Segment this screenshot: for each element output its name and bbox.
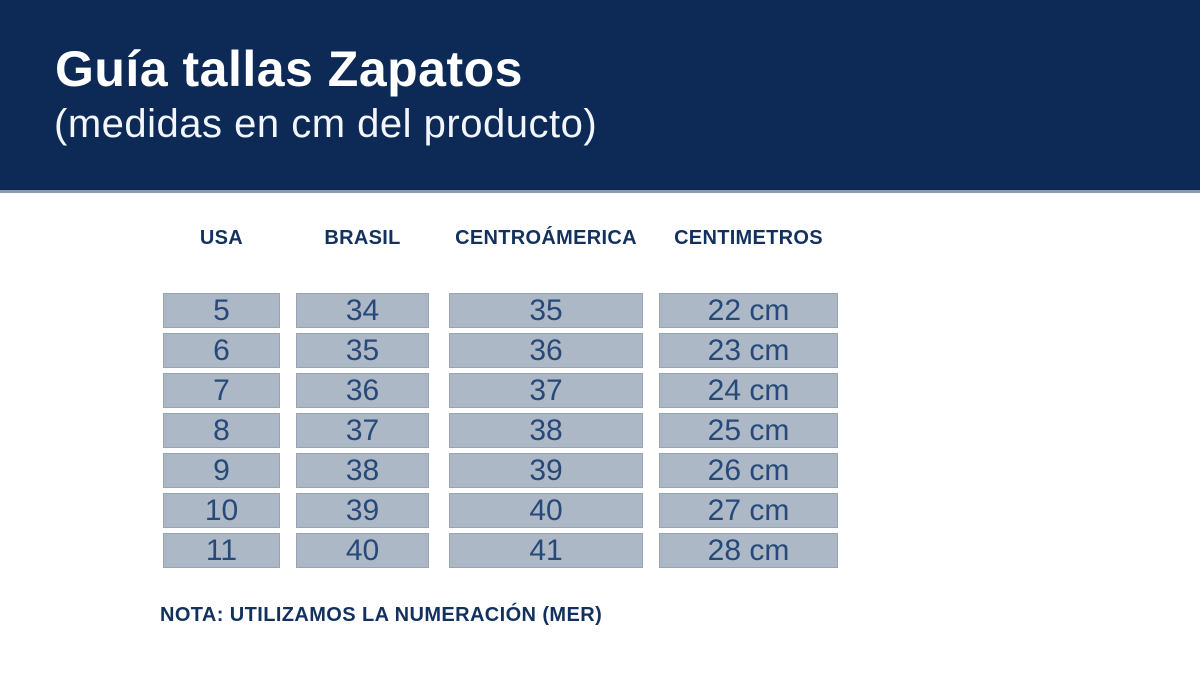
- cell-centroamerica: 40: [449, 493, 643, 528]
- header-divider: [0, 190, 1200, 193]
- column-header-centroamerica: CENTROÁMERICA: [455, 227, 637, 249]
- cell-centroamerica: 37: [449, 373, 643, 408]
- cell-centroamerica: 36: [449, 333, 643, 368]
- cell-centimetros: 28 cm: [659, 533, 838, 568]
- column-header-centimetros: CENTIMETROS: [674, 227, 823, 249]
- cell-usa: 5: [163, 293, 280, 328]
- cell-centimetros: 22 cm: [659, 293, 838, 328]
- table-row: 7 36 37 24 cm: [163, 373, 838, 408]
- cell-brasil: 38: [296, 453, 429, 488]
- cell-brasil: 35: [296, 333, 429, 368]
- cell-usa: 9: [163, 453, 280, 488]
- cell-brasil: 34: [296, 293, 429, 328]
- table-row: 8 37 38 25 cm: [163, 413, 838, 448]
- page-title: Guía tallas Zapatos: [55, 41, 523, 97]
- cell-usa: 6: [163, 333, 280, 368]
- cell-brasil: 37: [296, 413, 429, 448]
- cell-usa: 7: [163, 373, 280, 408]
- cell-centimetros: 27 cm: [659, 493, 838, 528]
- cell-centimetros: 26 cm: [659, 453, 838, 488]
- table-row: 6 35 36 23 cm: [163, 333, 838, 368]
- cell-brasil: 39: [296, 493, 429, 528]
- cell-centroamerica: 41: [449, 533, 643, 568]
- cell-usa: 8: [163, 413, 280, 448]
- cell-centroamerica: 35: [449, 293, 643, 328]
- cell-centroamerica: 38: [449, 413, 643, 448]
- table-row: 9 38 39 26 cm: [163, 453, 838, 488]
- cell-centimetros: 25 cm: [659, 413, 838, 448]
- column-header-usa: USA: [199, 227, 244, 249]
- column-header-brasil: BRASIL: [324, 227, 401, 249]
- cell-usa: 11: [163, 533, 280, 568]
- size-table: 5 34 35 22 cm 6 35 36 23 cm 7 36 37 24 c…: [163, 293, 838, 573]
- table-row: 10 39 40 27 cm: [163, 493, 838, 528]
- cell-brasil: 40: [296, 533, 429, 568]
- cell-centroamerica: 39: [449, 453, 643, 488]
- cell-brasil: 36: [296, 373, 429, 408]
- table-row: 5 34 35 22 cm: [163, 293, 838, 328]
- cell-usa: 10: [163, 493, 280, 528]
- page-subtitle: (medidas en cm del producto): [54, 102, 598, 146]
- cell-centimetros: 24 cm: [659, 373, 838, 408]
- header-banner: Guía tallas Zapatos (medidas en cm del p…: [0, 0, 1200, 190]
- cell-centimetros: 23 cm: [659, 333, 838, 368]
- footer-note: NOTA: UTILIZAMOS LA NUMERACIÓN (MER): [160, 604, 603, 626]
- table-row: 11 40 41 28 cm: [163, 533, 838, 568]
